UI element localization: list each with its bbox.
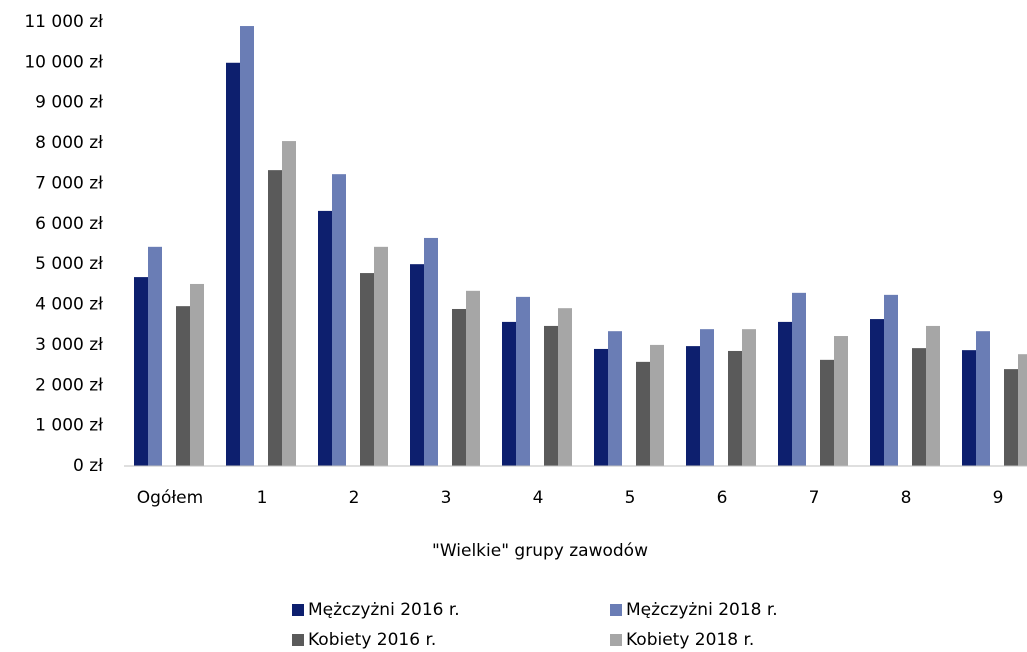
y-tick-label: 4 000 zł: [35, 295, 103, 315]
bar: [636, 361, 650, 466]
bar: [558, 308, 572, 466]
x-tick-label: 5: [625, 488, 636, 508]
bar: [318, 210, 332, 466]
bar: [926, 325, 940, 466]
bar: [544, 325, 558, 466]
y-tick-label: 2 000 zł: [35, 375, 103, 395]
y-tick-label: 3 000 zł: [35, 335, 103, 355]
x-axis-title: "Wielkie" grupy zawodów: [432, 541, 648, 561]
bar: [650, 344, 664, 466]
bar: [374, 246, 388, 466]
y-tick-label: 0 zł: [73, 456, 103, 476]
bar: [976, 331, 990, 466]
x-tick-label: 1: [257, 488, 268, 508]
bar: [424, 237, 438, 466]
bar: [1004, 369, 1018, 466]
y-tick-label: 9 000 zł: [35, 93, 103, 113]
bar: [686, 346, 700, 466]
y-tick-label: 10 000 zł: [24, 52, 103, 72]
bar: [502, 321, 516, 466]
bar: [700, 329, 714, 466]
bar: [778, 321, 792, 466]
bar: [912, 348, 926, 466]
bar: [452, 308, 466, 466]
bar: [728, 350, 742, 466]
x-tick-label: 8: [901, 488, 912, 508]
bar: [226, 62, 240, 466]
bar: [148, 246, 162, 466]
bar: [870, 319, 884, 466]
y-tick-label: 5 000 zł: [35, 254, 103, 274]
legend-label: Mężczyżni 2018 r.: [626, 600, 778, 620]
y-tick-label: 8 000 zł: [35, 133, 103, 153]
y-tick-label: 11 000 zł: [24, 12, 103, 32]
bar: [360, 273, 374, 466]
bar: [608, 331, 622, 466]
x-tick-label: 9: [993, 488, 1004, 508]
x-tick-label: 6: [717, 488, 728, 508]
x-tick-label: Ogółem: [137, 488, 203, 508]
bar: [466, 290, 480, 466]
legend-swatch: [610, 634, 622, 646]
y-tick-label: 6 000 zł: [35, 214, 103, 234]
y-tick-label: 1 000 zł: [35, 416, 103, 436]
bar: [176, 306, 190, 466]
legend-label: Kobiety 2016 r.: [308, 630, 436, 650]
x-tick-label: 2: [349, 488, 360, 508]
bar: [594, 348, 608, 466]
bar: [834, 336, 848, 466]
bar: [962, 350, 976, 466]
bar: [742, 329, 756, 466]
legend-swatch: [292, 604, 304, 616]
bar: [516, 296, 530, 466]
bar: [268, 170, 282, 466]
bar: [190, 283, 204, 466]
bar: [1018, 354, 1027, 466]
legend-swatch: [610, 604, 622, 616]
bar: [410, 264, 424, 466]
legend-swatch: [292, 634, 304, 646]
legend-label: Kobiety 2018 r.: [626, 630, 754, 650]
bar: [332, 174, 346, 467]
bar: [820, 359, 834, 466]
bar: [282, 141, 296, 466]
bar: [134, 277, 148, 466]
bar: [240, 26, 254, 466]
x-tick-label: 7: [809, 488, 820, 508]
y-tick-label: 7 000 zł: [35, 173, 103, 193]
legend-label: Mężczyżni 2016 r.: [308, 600, 460, 620]
bar: [792, 292, 806, 466]
bar: [884, 294, 898, 466]
x-tick-label: 4: [533, 488, 544, 508]
x-tick-label: 3: [441, 488, 452, 508]
